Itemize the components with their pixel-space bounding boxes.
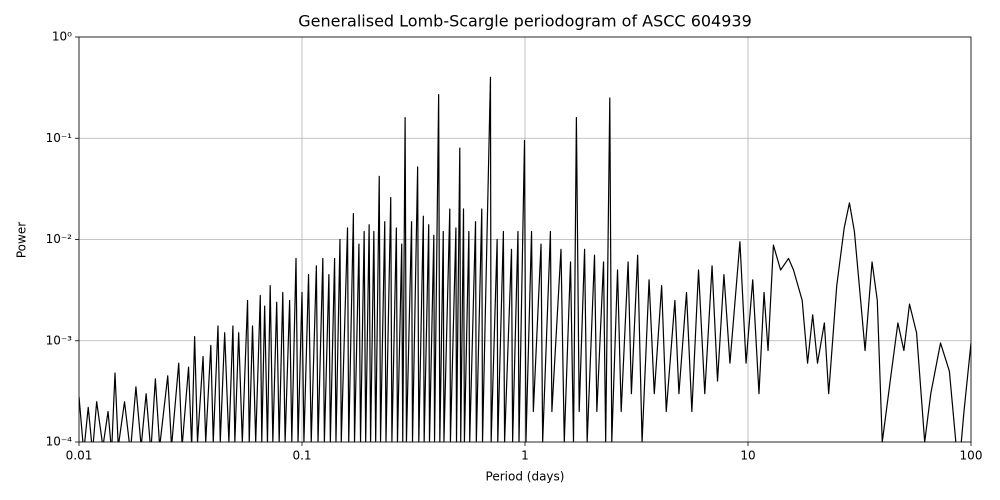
y-tick-label: 10⁻⁴ (46, 435, 73, 449)
y-tick-label: 10⁻² (46, 232, 73, 246)
x-tick-label: 100 (960, 449, 983, 463)
periodogram-line (79, 76, 971, 442)
y-tick-label: 10⁰ (52, 30, 72, 44)
y-axis-label: Power (15, 222, 29, 258)
y-tick-label: 10⁻¹ (46, 131, 73, 145)
x-tick-label: 10 (740, 449, 755, 463)
x-tick-label: 0.1 (292, 449, 311, 463)
x-axis-label: Period (days) (486, 470, 565, 484)
chart-title: Generalised Lomb-Scargle periodogram of … (298, 12, 752, 31)
x-tick-label: 1 (521, 449, 529, 463)
y-tick-label: 10⁻³ (46, 333, 73, 347)
x-tick-label: 0.01 (66, 449, 93, 463)
